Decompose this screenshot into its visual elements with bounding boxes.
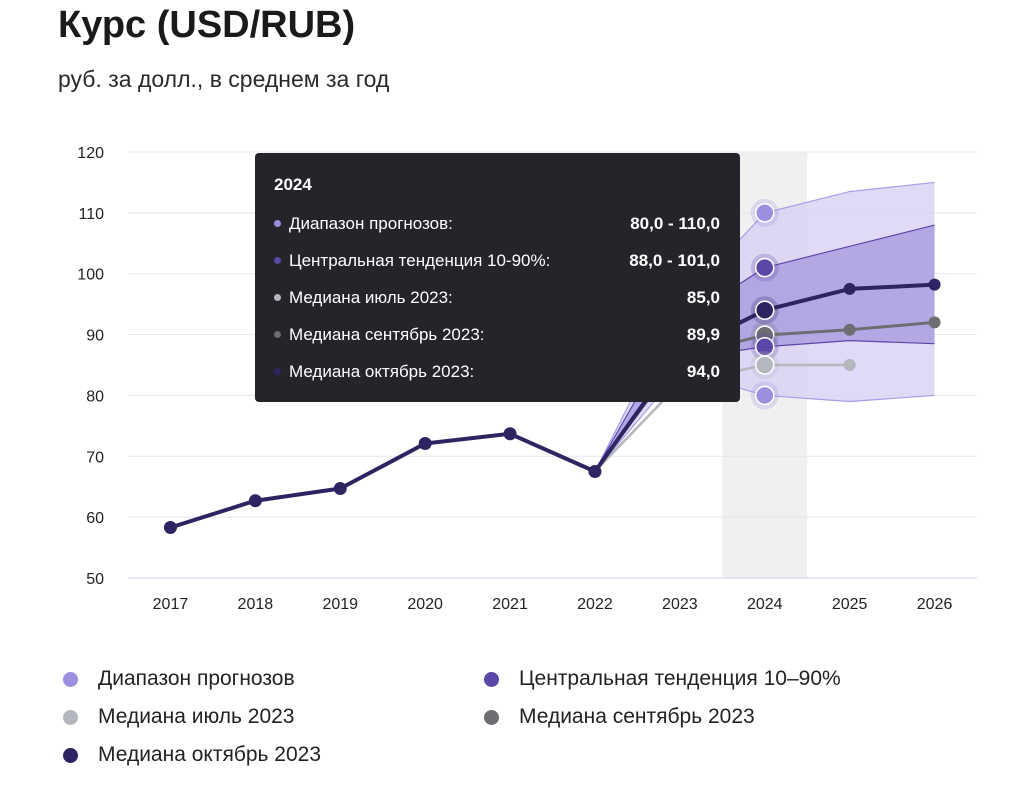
series-point (928, 278, 941, 291)
y-tick-label: 50 (86, 571, 104, 588)
highlight-point (755, 385, 775, 406)
legend-dot-median-september (484, 709, 499, 725)
tooltip-row-median-october: Медиана октябрь 2023: 94,0 (274, 353, 720, 390)
y-tick-label: 80 (86, 388, 104, 405)
x-tick-label: 2017 (153, 596, 189, 613)
legend-label: Медиана июль 2023 (98, 705, 295, 728)
highlight-point (755, 257, 775, 278)
y-tick-label: 70 (86, 449, 104, 466)
tooltip-label: Медиана октябрь 2023: (289, 361, 475, 381)
legend-label: Медиана октябрь 2023 (98, 743, 322, 766)
x-tick-label: 2026 (917, 596, 953, 613)
tooltip-dot-range (274, 220, 281, 227)
history-point (248, 494, 262, 508)
tooltip-value: 89,9 (686, 324, 720, 344)
legend-item-median-july[interactable]: Медиана июль 2023 (63, 698, 321, 736)
series-point (843, 323, 856, 336)
history-point (503, 427, 517, 441)
highlight-point (755, 355, 775, 375)
tooltip-row-median-september: Медиана сентябрь 2023: 89,9 (274, 316, 720, 353)
y-tick-label: 120 (77, 145, 104, 162)
series-point (843, 359, 856, 371)
x-tick-label: 2024 (747, 596, 783, 613)
tooltip-row-range: Диапазон прогнозов: 80,0 - 110,0 (274, 205, 720, 242)
y-tick-label: 60 (86, 510, 104, 527)
x-tick-label: 2022 (577, 596, 613, 613)
tooltip-value: 88,0 - 101,0 (629, 250, 720, 270)
legend-label: Центральная тенденция 10–90% (519, 667, 841, 690)
y-tick-label: 90 (86, 328, 104, 345)
chart-tooltip: 2024 Диапазон прогнозов: 80,0 - 110,0 Це… (255, 153, 740, 402)
tooltip-row-median-july: Медиана июль 2023: 85,0 (274, 279, 720, 316)
tooltip-value: 85,0 (686, 287, 720, 307)
highlight-point (755, 203, 775, 223)
tooltip-label: Центральная тенденция 10-90%: (289, 250, 551, 270)
tooltip-value: 94,0 (686, 361, 720, 381)
tooltip-dot-central (274, 257, 281, 264)
series-point (843, 282, 856, 295)
y-tick-label: 110 (78, 206, 104, 223)
legend-item-central[interactable]: Центральная тенденция 10–90% (484, 660, 841, 698)
tooltip-label: Медиана сентябрь 2023: (289, 324, 485, 344)
tooltip-row-central: Центральная тенденция 10-90%: 88,0 - 101… (274, 242, 720, 279)
tooltip-label: Медиана июль 2023: (289, 287, 453, 307)
x-tick-label: 2020 (407, 596, 443, 613)
tooltip-year: 2024 (274, 175, 312, 194)
history-point (588, 465, 602, 478)
legend-dot-median-october (63, 747, 78, 763)
legend-item-range[interactable]: Диапазон прогнозов (63, 660, 321, 698)
chart-subtitle: руб. за долл., в среднем за год (58, 66, 390, 92)
chart-title: Курс (USD/RUB) (58, 4, 356, 46)
tooltip-dot-median-july (274, 294, 281, 301)
legend-dot-central (484, 671, 499, 687)
x-tick-label: 2025 (832, 596, 868, 613)
legend-dot-range (63, 671, 78, 687)
legend-item-median-october[interactable]: Медиана октябрь 2023 (63, 736, 321, 774)
legend-left-column: Диапазон прогнозов Медиана июль 2023 Мед… (63, 660, 321, 774)
tooltip-value: 80,0 - 110,0 (630, 213, 720, 233)
x-tick-label: 2019 (322, 596, 358, 613)
tooltip-dot-median-october (274, 368, 281, 375)
x-tick-label: 2018 (238, 596, 274, 613)
tooltip-label: Диапазон прогнозов: (289, 213, 453, 233)
legend-dot-median-july (63, 709, 78, 725)
history-point (163, 520, 177, 534)
history-line (169, 431, 596, 530)
y-tick-label: 100 (77, 267, 104, 284)
legend-label: Диапазон прогнозов (98, 667, 295, 690)
x-tick-label: 2021 (492, 596, 528, 613)
legend-right-column: Центральная тенденция 10–90% Медиана сен… (484, 660, 841, 736)
tooltip-dot-median-september (274, 331, 281, 338)
highlight-point (755, 300, 775, 320)
x-tick-label: 2023 (662, 596, 698, 613)
history-point (418, 437, 432, 451)
history-point (333, 482, 347, 496)
series-point (928, 316, 941, 329)
legend-label: Медиана сентябрь 2023 (519, 705, 755, 728)
legend-item-median-september[interactable]: Медиана сентябрь 2023 (484, 698, 841, 736)
